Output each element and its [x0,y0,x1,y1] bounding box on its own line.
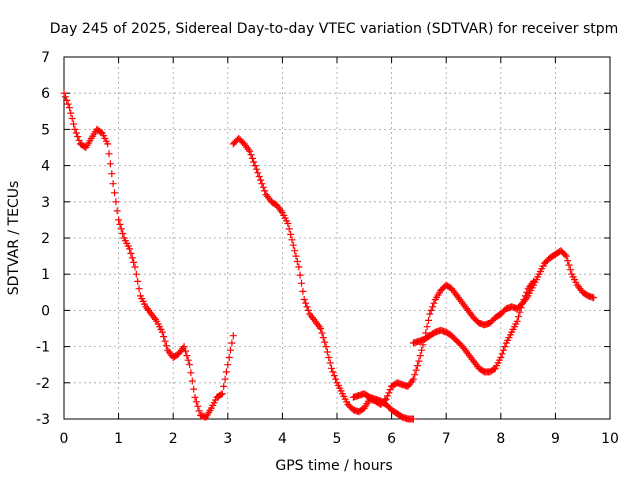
series-0-segment-2 [349,390,417,423]
x-tick-label-2: 2 [169,431,178,447]
series-0-segment-3 [409,277,538,376]
x-tick-label-7: 7 [442,431,451,447]
series-0 [60,89,598,423]
x-tick-label-4: 4 [278,431,287,447]
chart-title: Day 245 of 2025, Sidereal Day-to-day VTE… [50,21,619,37]
x-tick-label-0: 0 [60,431,69,447]
x-tick-label-3: 3 [223,431,232,447]
plot-frame [63,56,611,420]
series-0-segment-3-markers [409,277,538,376]
y-tick-label-4: 1 [41,267,50,283]
y-axis-title: SDTVAR / TECUs [6,181,22,296]
y-tick-label-8: 5 [41,122,50,138]
y-tick-label-9: 6 [41,86,50,102]
x-axis-title: GPS time / hours [275,458,392,474]
grid [64,57,610,419]
x-tick-label-6: 6 [387,431,396,447]
series-0-segment-0 [60,89,237,421]
y-tick-label-1: -2 [36,376,50,392]
series-0-segment-0-markers [60,89,237,421]
series-0-segment-1-markers [229,134,598,416]
x-tick-label-5: 5 [333,431,342,447]
y-tick-label-2: -1 [36,340,50,356]
x-tick-label-1: 1 [114,431,123,447]
y-tick-label-10: 7 [41,50,50,66]
y-tick-label-7: 4 [41,159,50,175]
y-tick-label-5: 2 [41,231,50,247]
series-0-segment-1 [229,134,598,416]
data-marks [60,89,598,423]
y-tick-label-0: -3 [36,412,50,428]
x-tick-label-10: 10 [601,431,619,447]
tick-labels: 0 1 2 3 4 5 6 7 8 9 10 -3 -2 -1 0 1 2 3 4 5 6 7 [36,50,619,447]
y-tick-label-6: 3 [41,195,50,211]
y-tick-label-3: 0 [41,303,50,319]
x-tick-label-8: 8 [496,431,505,447]
series-0-segment-2-markers [349,390,417,423]
x-tick-label-9: 9 [551,431,560,447]
